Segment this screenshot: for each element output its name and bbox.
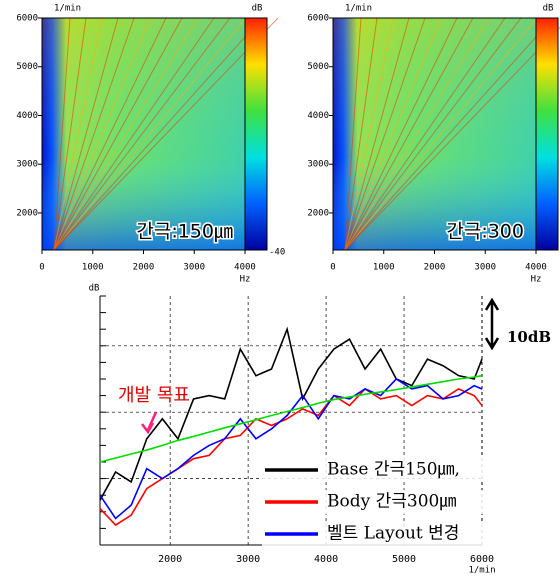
x-tick-label: 1000 (82, 263, 104, 273)
x-tick-label: 4000 (525, 263, 547, 273)
y-axis-label: 1/min (345, 4, 372, 14)
order-line (53, 17, 247, 251)
x-tick-label: 3000 (236, 554, 260, 565)
order-line (344, 17, 554, 251)
x-tick-label: 3000 (183, 263, 205, 273)
colorbar (535, 17, 559, 251)
annotation: 간극:150㎛ (136, 221, 233, 243)
x-tick-label: 1000 (373, 263, 395, 273)
order-line (53, 17, 103, 251)
x-axis-label: 1/min (468, 566, 495, 576)
legend-label: 벨트 Layout 변경 (327, 524, 459, 544)
order-line (53, 17, 279, 251)
order-line (344, 17, 426, 251)
x-tick-label: 0 (330, 263, 335, 273)
order-line (53, 17, 215, 251)
x-tick-label: 4000 (314, 554, 338, 565)
x-tick-label: 6000 (470, 554, 494, 565)
annotation: 간극:300 (446, 221, 524, 243)
y-tick-label: 4000 (16, 111, 38, 121)
y-tick-label: 2000 (307, 208, 329, 218)
x-tick-label: 2000 (424, 263, 446, 273)
spectrogram-shade (42, 18, 245, 250)
target-label: 개발 목표 (118, 385, 190, 406)
y-tick-label: 3000 (16, 160, 38, 170)
target-arrow (141, 411, 158, 435)
order-line (53, 17, 231, 251)
order-line (53, 17, 263, 251)
colorbar-label: dB (543, 4, 554, 14)
order-line (344, 17, 378, 251)
spectrogram-shade (333, 18, 536, 250)
order-line (344, 17, 458, 251)
scale-arrow (484, 297, 500, 351)
y-axis-label: 1/min (54, 4, 81, 14)
y-tick-label: 2000 (16, 208, 38, 218)
y-tick-label: 5000 (16, 62, 38, 72)
series-line (99, 377, 483, 520)
order-line (344, 17, 442, 251)
y-tick-label: 4000 (307, 111, 329, 121)
order-line (53, 17, 87, 251)
order-line (344, 17, 506, 251)
legend-label: Body 간극300㎛ (327, 492, 456, 512)
order-line (53, 17, 151, 251)
y-tick-label: 3000 (307, 160, 329, 170)
order-line (53, 17, 183, 251)
order-line (53, 17, 71, 251)
legend-label: Base 간극150㎛, (327, 460, 460, 480)
x-tick-label: 3000 (474, 263, 496, 273)
order-line (53, 17, 199, 251)
order-line (344, 17, 474, 251)
x-unit-label: Hz (240, 275, 251, 285)
x-tick-label: 2000 (158, 554, 182, 565)
order-line (53, 17, 119, 251)
order-line (53, 17, 135, 251)
colorbar (244, 17, 268, 251)
series-line (99, 326, 483, 501)
x-unit-label: Hz (531, 275, 542, 285)
scale-label: 10dB (507, 328, 551, 346)
order-line (344, 26, 560, 251)
order-line (344, 17, 538, 251)
x-tick-label: 4000 (234, 263, 256, 273)
y-tick-label: 6000 (307, 14, 329, 24)
order-line (344, 17, 490, 251)
y-axis-label: dB (89, 284, 100, 294)
series-line (99, 374, 483, 463)
colorbar-label: dB (252, 4, 263, 14)
x-tick-label: 5000 (392, 554, 416, 565)
order-line (344, 17, 522, 251)
y-tick-label: 6000 (16, 14, 38, 24)
order-line (344, 17, 394, 251)
y-tick-label: 5000 (307, 62, 329, 72)
x-tick-label: 2000 (133, 263, 155, 273)
order-line (344, 17, 362, 251)
colorbar-min-label: -40 (269, 248, 285, 258)
order-line (344, 17, 410, 251)
x-tick-label: 0 (39, 263, 44, 273)
order-line (53, 17, 167, 251)
